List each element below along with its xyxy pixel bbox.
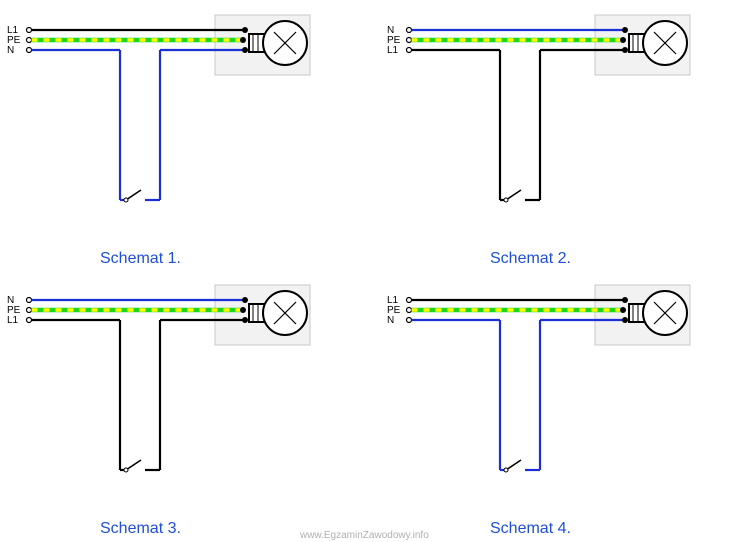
diagram-schemat2: NPEL1 — [385, 10, 735, 260]
caption-schemat3: Schemat 3. — [100, 520, 181, 538]
caption-schemat1: Schemat 1. — [100, 250, 181, 268]
svg-text:N: N — [387, 315, 394, 326]
caption-schemat2: Schemat 2. — [490, 250, 571, 268]
watermark-text: www.EgzaminZawodowy.info — [300, 530, 429, 541]
diagram-schemat1: L1PEN — [5, 10, 355, 260]
svg-text:L1: L1 — [7, 315, 19, 326]
caption-schemat4: Schemat 4. — [490, 520, 571, 538]
diagram-schemat3: NPEL1 — [5, 280, 355, 530]
svg-text:L1: L1 — [387, 45, 399, 56]
svg-text:N: N — [7, 45, 14, 56]
diagram-container: { "layout": { "canvas_w": 745, "canvas_h… — [0, 0, 745, 542]
diagram-schemat4: L1PEN — [385, 280, 735, 530]
